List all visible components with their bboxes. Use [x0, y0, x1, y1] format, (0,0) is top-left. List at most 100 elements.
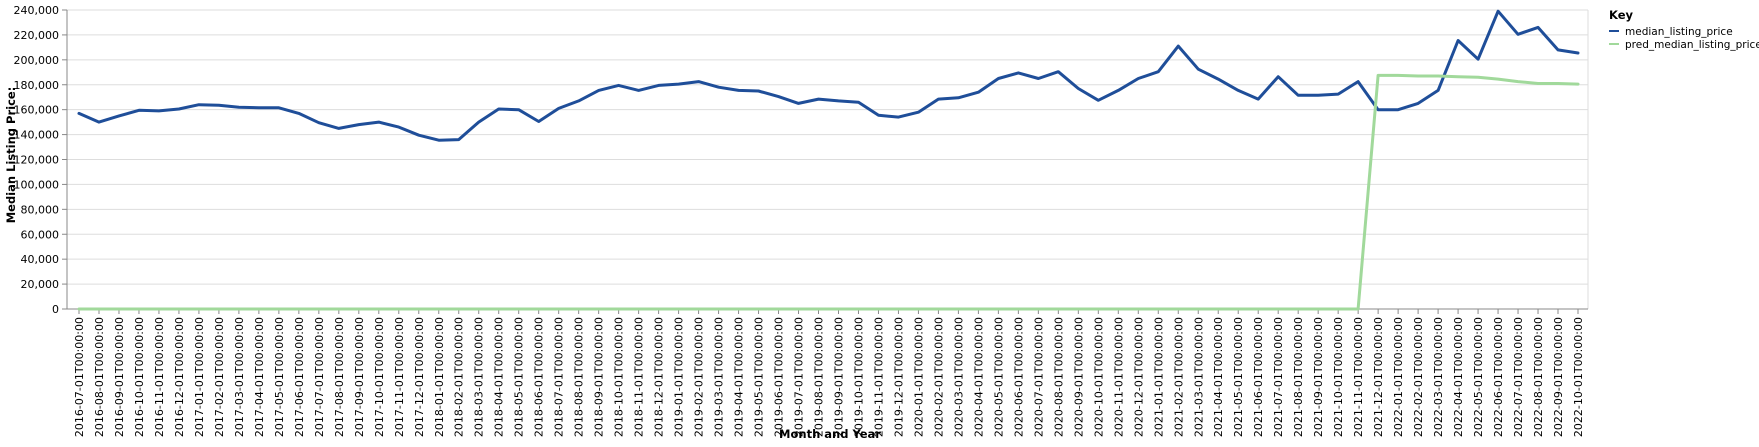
x-tick-label: 2022-08-01T00:00:00 [1532, 317, 1545, 437]
x-tick-label: 2019-03-01T00:00:00 [713, 317, 726, 437]
x-tick-label: 2021-09-01T00:00:00 [1312, 317, 1325, 437]
y-tick-label: 140,000 [14, 129, 60, 142]
x-tick-label: 2016-12-01T00:00:00 [173, 317, 186, 437]
legend-title: Key [1609, 8, 1634, 22]
x-tick-label: 2019-04-01T00:00:00 [733, 317, 746, 437]
x-axis-title: Month and Year [779, 427, 881, 441]
x-tick-label: 2022-05-01T00:00:00 [1472, 317, 1485, 437]
x-tick-label: 2017-02-01T00:00:00 [213, 317, 226, 437]
x-tick-label: 2017-12-01T00:00:00 [413, 317, 426, 437]
y-tick-label: 180,000 [14, 79, 60, 92]
x-tick-label: 2020-10-01T00:00:00 [1092, 317, 1105, 437]
x-tick-label: 2019-11-01T00:00:00 [872, 317, 885, 437]
x-tick-label: 2019-08-01T00:00:00 [813, 317, 826, 437]
x-tick-label: 2021-07-01T00:00:00 [1272, 317, 1285, 437]
x-tick-label: 2018-12-01T00:00:00 [653, 317, 666, 437]
x-tick-label: 2018-06-01T00:00:00 [533, 317, 546, 437]
x-tick-label: 2021-03-01T00:00:00 [1192, 317, 1205, 437]
x-tick-label: 2018-08-01T00:00:00 [573, 317, 586, 437]
x-tick-label: 2016-09-01T00:00:00 [113, 317, 126, 437]
x-tick-label: 2018-01-01T00:00:00 [433, 317, 446, 437]
x-tick-label: 2018-04-01T00:00:00 [493, 317, 506, 437]
y-tick-label: 40,000 [21, 253, 60, 266]
y-tick-label: 0 [52, 303, 59, 316]
legend-label-median: median_listing_price [1625, 26, 1733, 38]
x-tick-label: 2020-11-01T00:00:00 [1112, 317, 1125, 437]
x-tick-label: 2017-11-01T00:00:00 [393, 317, 406, 437]
x-tick-label: 2019-01-01T00:00:00 [673, 317, 686, 437]
x-tick-label: 2018-03-01T00:00:00 [473, 317, 486, 437]
legend: Key median_listing_price pred_median_lis… [1609, 8, 1759, 51]
x-tick-label: 2018-10-01T00:00:00 [613, 317, 626, 437]
x-tick-label: 2019-10-01T00:00:00 [852, 317, 865, 437]
x-tick-label: 2017-06-01T00:00:00 [293, 317, 306, 437]
y-tick-label: 60,000 [21, 228, 60, 241]
x-tick-label: 2018-09-01T00:00:00 [593, 317, 606, 437]
x-tick-label: 2020-02-01T00:00:00 [932, 317, 945, 437]
x-tick-label: 2016-11-01T00:00:00 [153, 317, 166, 437]
x-tick-label: 2020-04-01T00:00:00 [972, 317, 985, 437]
y-tick-label: 200,000 [14, 54, 60, 67]
x-tick-label: 2019-06-01T00:00:00 [773, 317, 786, 437]
x-tick-label: 2020-05-01T00:00:00 [992, 317, 1005, 437]
x-tick-label: 2022-01-01T00:00:00 [1392, 317, 1405, 437]
x-tick-label: 2021-04-01T00:00:00 [1212, 317, 1225, 437]
x-tick-label: 2017-03-01T00:00:00 [233, 317, 246, 437]
x-tick-label: 2020-03-01T00:00:00 [952, 317, 965, 437]
y-axis: 0 20,000 40,000 60,000 80,000 100,000 120,000 1… [14, 4, 68, 316]
x-tick-label: 2021-11-01T00:00:00 [1352, 317, 1365, 437]
x-tick-label: 2016-08-01T00:00:00 [93, 317, 106, 437]
x-tick-label: 2021-08-01T00:00:00 [1292, 317, 1305, 437]
x-tick-label: 2020-09-01T00:00:00 [1072, 317, 1085, 437]
y-tick-label: 220,000 [14, 29, 60, 42]
legend-label-pred: pred_median_listing_price [1625, 39, 1759, 51]
x-tick-label: 2021-02-01T00:00:00 [1172, 317, 1185, 437]
x-tick-label: 2017-05-01T00:00:00 [273, 317, 286, 437]
x-axis: 2016-07-01T00:00:00 2016-08-01T00:00:00 20… [67, 308, 1588, 437]
series-line-pred-median-listing-price [77, 73, 1580, 311]
x-tick-label: 2022-04-01T00:00:00 [1452, 317, 1465, 437]
x-tick-label: 2022-02-01T00:00:00 [1412, 317, 1425, 437]
x-tick-label: 2020-01-01T00:00:00 [912, 317, 925, 437]
y-tick-label: 80,000 [21, 203, 60, 216]
x-tick-label: 2020-06-01T00:00:00 [1012, 317, 1025, 437]
x-tick-label: 2020-07-01T00:00:00 [1032, 317, 1045, 437]
x-tick-label: 2022-06-01T00:00:00 [1492, 317, 1505, 437]
x-tick-label: 2022-03-01T00:00:00 [1432, 317, 1445, 437]
x-tick-label: 2016-07-01T00:00:00 [73, 317, 86, 437]
x-tick-label: 2022-10-01T00:00:00 [1572, 317, 1585, 437]
x-tick-label: 2019-05-01T00:00:00 [753, 317, 766, 437]
y-tick-label: 120,000 [14, 154, 60, 167]
x-tick-label: 2017-10-01T00:00:00 [373, 317, 386, 437]
y-axis-title: Median Listing Price: [4, 87, 18, 224]
x-tick-label: 2021-05-01T00:00:00 [1232, 317, 1245, 437]
y-tick-label: 100,000 [14, 178, 60, 191]
y-tick-label: 240,000 [14, 4, 60, 17]
series-line-median-listing-price [77, 9, 1580, 142]
x-tick-label: 2017-01-01T00:00:00 [193, 317, 206, 437]
x-tick-label: 2021-10-01T00:00:00 [1332, 317, 1345, 437]
x-tick-label: 2019-02-01T00:00:00 [693, 317, 706, 437]
x-tick-label: 2020-12-01T00:00:00 [1132, 317, 1145, 437]
x-tick-label: 2021-06-01T00:00:00 [1252, 317, 1265, 437]
x-tick-label: 2021-12-01T00:00:00 [1372, 317, 1385, 437]
x-tick-label: 2017-07-01T00:00:00 [313, 317, 326, 437]
y-tick-label: 20,000 [21, 278, 60, 291]
x-tick-label: 2017-08-01T00:00:00 [333, 317, 346, 437]
x-tick-label: 2016-10-01T00:00:00 [133, 317, 146, 437]
gridlines [67, 9, 1589, 310]
x-tick-label: 2021-01-01T00:00:00 [1152, 317, 1165, 437]
x-tick-label: 2018-05-01T00:00:00 [513, 317, 526, 437]
x-tick-label: 2020-08-01T00:00:00 [1052, 317, 1065, 437]
x-tick-label: 2022-07-01T00:00:00 [1512, 317, 1525, 437]
x-tick-label: 2018-07-01T00:00:00 [553, 317, 566, 437]
y-tick-label: 160,000 [14, 104, 60, 117]
x-tick-label: 2022-09-01T00:00:00 [1552, 317, 1565, 437]
series-lines [77, 9, 1580, 311]
x-tick-label: 2018-02-01T00:00:00 [453, 317, 466, 437]
x-tick-label: 2017-04-01T00:00:00 [253, 317, 266, 437]
x-tick-label: 2019-07-01T00:00:00 [793, 317, 806, 437]
x-tick-label: 2019-12-01T00:00:00 [892, 317, 905, 437]
x-tick-label: 2017-09-01T00:00:00 [353, 317, 366, 437]
